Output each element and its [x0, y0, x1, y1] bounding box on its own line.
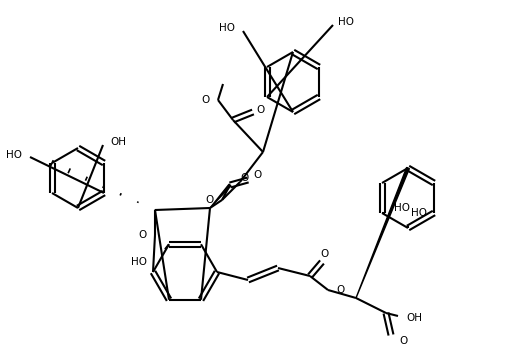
Text: O: O — [257, 105, 265, 115]
Text: HO: HO — [218, 23, 235, 33]
Text: OH: OH — [405, 313, 421, 323]
Text: HO: HO — [337, 17, 353, 27]
Polygon shape — [210, 184, 231, 208]
Text: HO: HO — [131, 257, 147, 267]
Text: O: O — [320, 249, 328, 259]
Text: HO: HO — [393, 203, 409, 213]
Text: O: O — [240, 173, 248, 183]
Text: O: O — [399, 336, 407, 346]
Polygon shape — [355, 168, 409, 298]
Text: O: O — [138, 230, 147, 240]
Text: HO: HO — [6, 150, 22, 160]
Text: O: O — [335, 285, 344, 295]
Text: O: O — [205, 195, 214, 205]
Text: O: O — [202, 95, 210, 105]
Text: OH: OH — [110, 137, 126, 147]
Text: O: O — [253, 170, 262, 180]
Text: HO: HO — [410, 208, 426, 218]
